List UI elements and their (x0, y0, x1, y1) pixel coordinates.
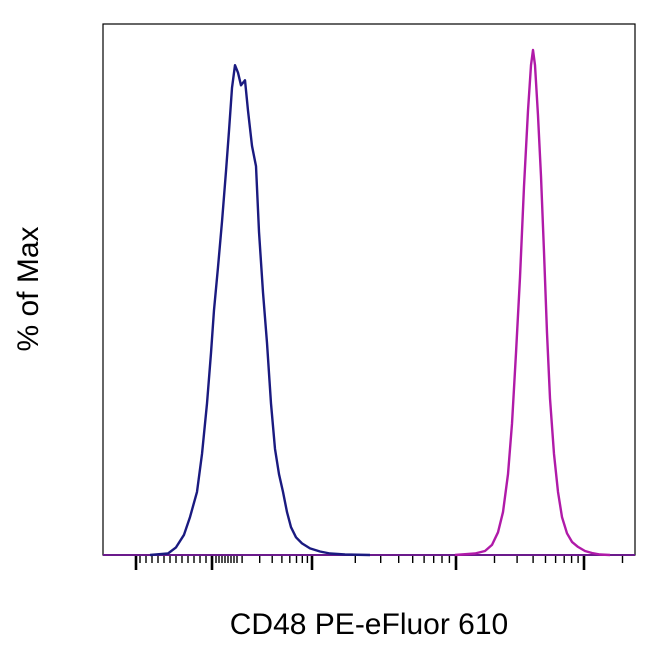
y-axis-label: % of Max (12, 226, 45, 351)
histogram-series-2 (454, 48, 611, 557)
x-axis-label: CD48 PE-eFluor 610 (230, 608, 508, 641)
histogram-series-1 (149, 63, 371, 557)
series-layer (149, 48, 611, 557)
x-axis-ticks (134, 556, 624, 570)
